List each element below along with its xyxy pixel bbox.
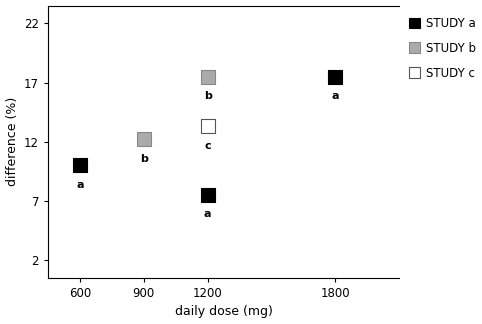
Text: b: b (204, 91, 212, 101)
Y-axis label: difference (%): difference (%) (6, 97, 18, 186)
STUDY b (204, 74, 212, 79)
STUDY c (204, 124, 212, 129)
STUDY a (76, 163, 84, 168)
X-axis label: daily dose (mg): daily dose (mg) (174, 306, 272, 318)
Text: a: a (76, 179, 84, 190)
Text: a: a (332, 91, 339, 101)
STUDY a (204, 192, 212, 198)
STUDY a (332, 74, 339, 79)
Text: c: c (204, 141, 211, 151)
Legend: STUDY a, STUDY b, STUDY c: STUDY a, STUDY b, STUDY c (409, 17, 476, 79)
STUDY b (140, 137, 147, 142)
Text: b: b (140, 154, 148, 164)
Text: a: a (204, 209, 212, 219)
